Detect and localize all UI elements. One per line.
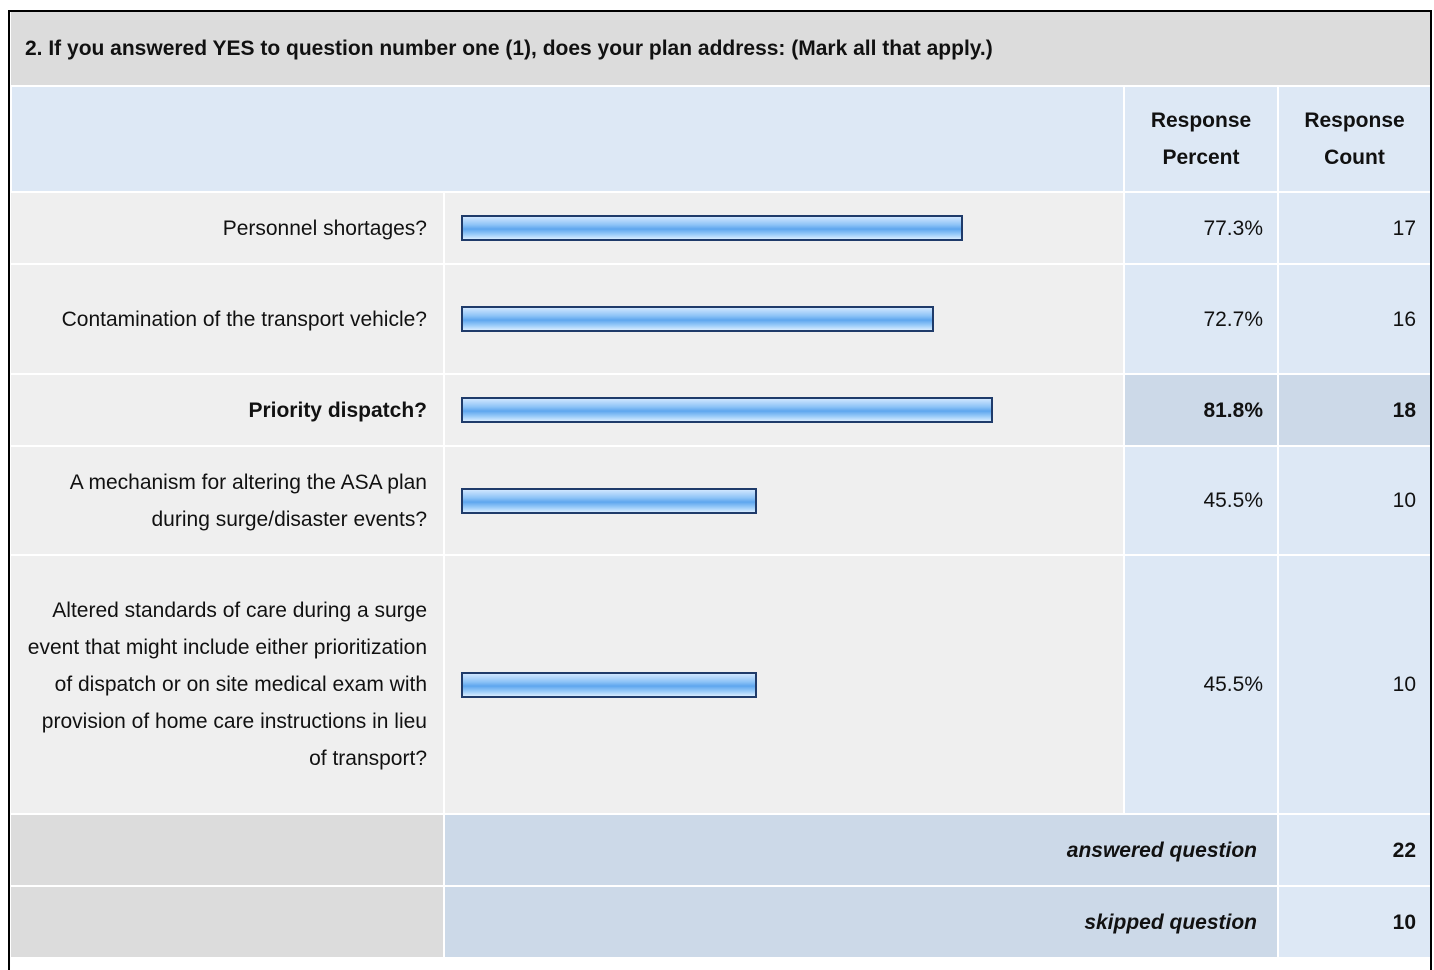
survey-table: 2. If you answered YES to question numbe… — [8, 10, 1432, 970]
footer-row: skipped question 10 — [11, 885, 1430, 959]
footer-row: answered question 22 — [11, 813, 1430, 887]
row: Contamination of the transport vehicle? 7… — [11, 263, 1430, 375]
bar — [461, 671, 757, 698]
count-header: Response Count — [1277, 85, 1430, 193]
row: Altered standards of care during a surge… — [11, 554, 1430, 815]
response-count: 18 — [1277, 373, 1430, 447]
footer-count: 22 — [1277, 813, 1430, 887]
response-count: 10 — [1277, 554, 1430, 815]
response-count: 10 — [1277, 445, 1430, 556]
row: A mechanism for altering the ASA plan du… — [11, 445, 1430, 556]
bar-cell — [443, 191, 1125, 265]
row-label: Priority dispatch? — [11, 373, 445, 447]
bar-cell — [443, 445, 1125, 556]
percent-header: Response Percent — [1123, 85, 1279, 193]
response-percent: 45.5% — [1123, 445, 1279, 556]
bar-cell — [443, 373, 1125, 447]
header-blank — [10, 85, 1125, 193]
bar-cell — [443, 554, 1125, 815]
row-label: A mechanism for altering the ASA plan du… — [11, 445, 445, 556]
bar-cell — [443, 263, 1125, 375]
response-percent: 72.7% — [1123, 263, 1279, 375]
response-count: 16 — [1277, 263, 1430, 375]
response-percent: 77.3% — [1123, 191, 1279, 265]
results-table: 2. If you answered YES to question numbe… — [10, 12, 1430, 959]
row-label: Contamination of the transport vehicle? — [11, 263, 445, 375]
footer-blank — [11, 813, 445, 887]
footer-count: 10 — [1277, 885, 1430, 959]
question: 2. If you answered YES to question numbe… — [11, 12, 1430, 87]
footer-label: answered question — [443, 813, 1279, 887]
footer-label: skipped question — [443, 885, 1279, 959]
bar — [461, 397, 993, 423]
row-label: Altered standards of care during a surge… — [11, 554, 445, 815]
row-label: Personnel shortages? — [11, 191, 445, 265]
bar — [461, 487, 757, 514]
bar — [461, 306, 934, 332]
response-percent: 45.5% — [1123, 554, 1279, 815]
response-count: 17 — [1277, 191, 1430, 265]
footer-blank — [11, 885, 445, 959]
row: Personnel shortages? 77.3% 17 — [11, 191, 1430, 265]
response-percent: 81.8% — [1123, 373, 1279, 447]
row: Priority dispatch? 81.8% 18 — [11, 373, 1430, 447]
bar — [461, 215, 964, 241]
